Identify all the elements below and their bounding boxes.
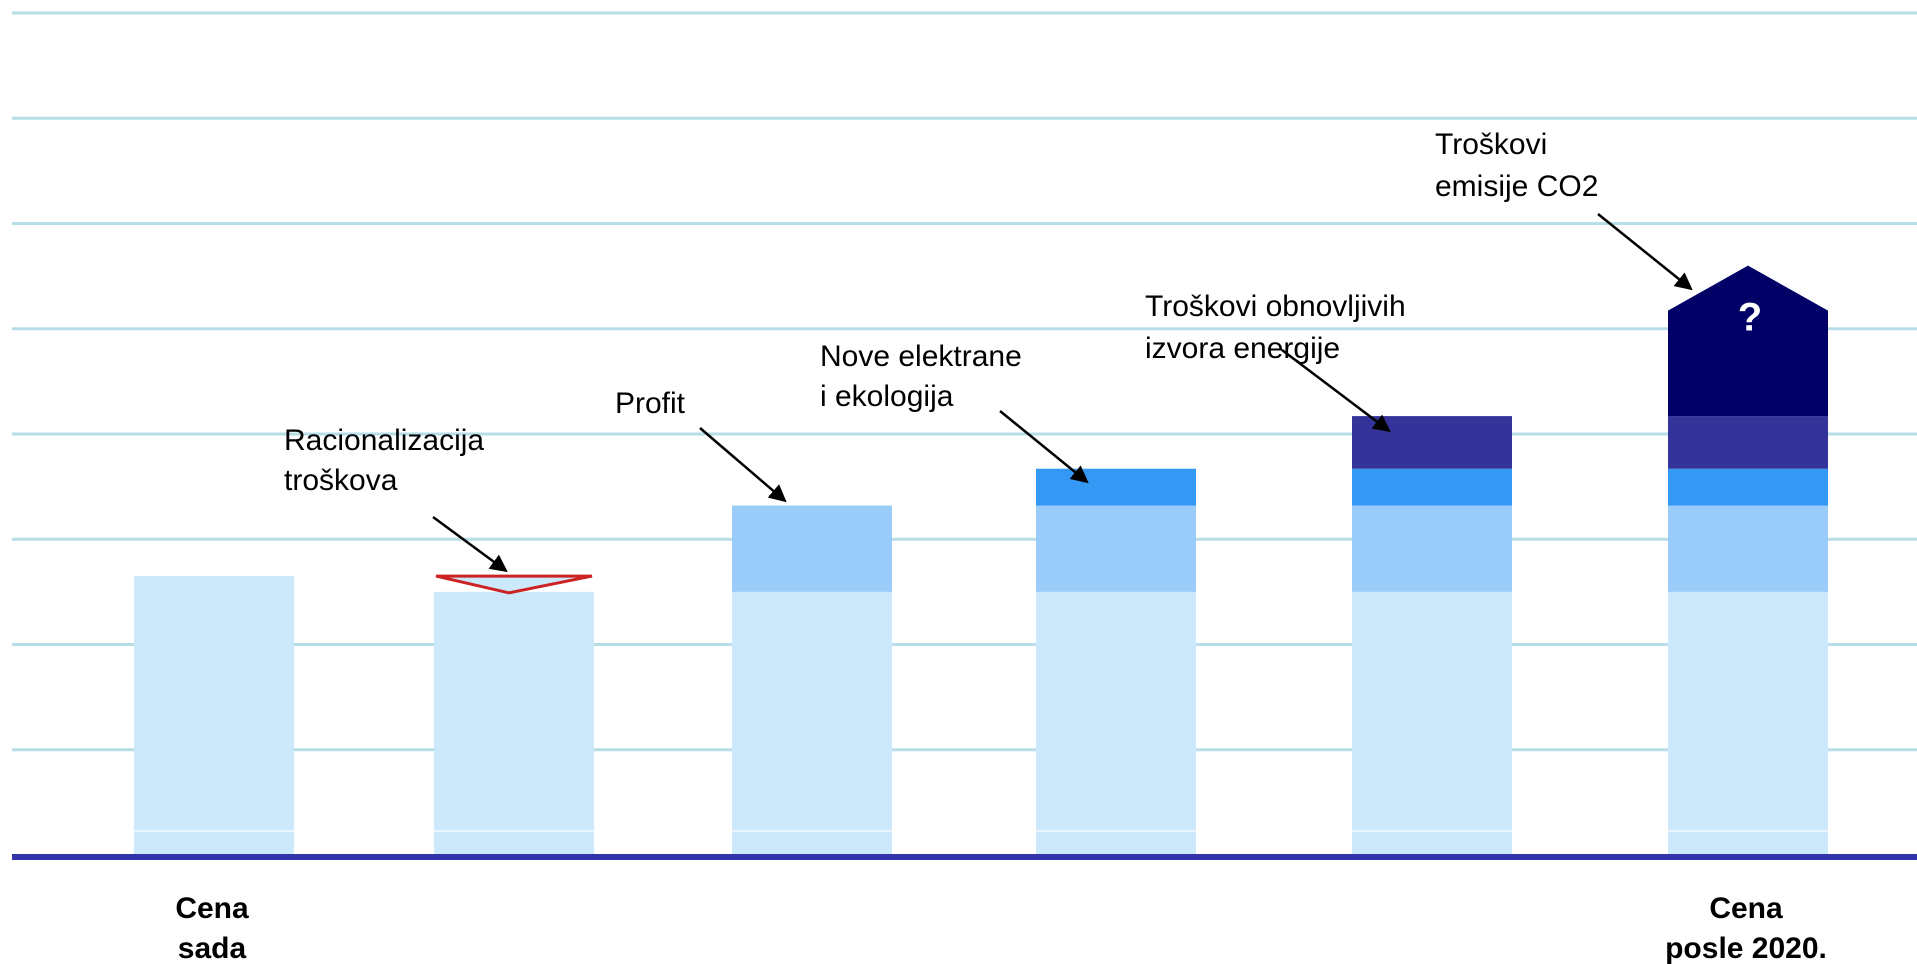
bar-segment-0-0 — [134, 576, 294, 855]
bar-segment-5-15 — [1668, 416, 1828, 469]
bar-segment-1-1 — [434, 591, 594, 855]
bar-segment-4-11 — [1352, 416, 1512, 469]
annotation-arrow-4 — [1281, 349, 1391, 433]
annotation-4-line-1: Troškovi obnovljivih — [1145, 290, 1406, 323]
category-label-5-line-2: posle 2020. — [1665, 932, 1827, 964]
bar-segment-3-5 — [1036, 591, 1196, 855]
category-label-0: Cena sada — [175, 892, 249, 964]
annotation-4-line-2: izvora energije — [1145, 332, 1340, 365]
annotations: Racionalizacija troškova Profit Nove elektr… — [284, 128, 1598, 497]
bar-segment-4-8 — [1352, 591, 1512, 855]
bar-segment-3-7 — [1036, 468, 1196, 506]
gridlines — [12, 11, 1917, 752]
annotation-2-line-1: Profit — [615, 387, 686, 420]
bar-segment-5-13 — [1668, 505, 1828, 592]
annotation-4: Troškovi obnovljivih izvora energije — [1145, 290, 1406, 365]
annotation-arrow-5 — [1597, 213, 1693, 291]
bar-segment-4-10 — [1352, 468, 1512, 506]
category-label-5-line-1: Cena — [1709, 892, 1783, 925]
annotation-arrow-3 — [999, 410, 1089, 484]
co2-arrow-segment — [1668, 265, 1828, 417]
category-labels: Cena sada Cena posle 2020. — [175, 892, 1827, 964]
annotation-1-line-1: Racionalizacija — [284, 424, 484, 457]
annotation-5-line-2: emisije CO2 — [1435, 170, 1598, 203]
category-label-0-line-2: sada — [178, 932, 247, 964]
annotation-arrow-2 — [699, 427, 787, 503]
bars: ? — [134, 265, 1828, 855]
bar-segment-2-3 — [732, 591, 892, 855]
annotation-2: Profit — [615, 387, 686, 420]
annotation-arrows — [432, 213, 1693, 573]
category-label-5: Cena posle 2020. — [1665, 892, 1827, 964]
bar-segment-3-6 — [1036, 505, 1196, 592]
annotation-5: Troškovi emisije CO2 — [1435, 128, 1598, 203]
category-label-0-line-1: Cena — [175, 892, 249, 925]
annotation-5-line-1: Troškovi — [1435, 128, 1547, 161]
annotation-arrow-1 — [432, 515, 508, 573]
bar-segment-5-12 — [1668, 591, 1828, 855]
annotation-3-line-2: i ekologija — [820, 380, 954, 413]
annotation-1: Racionalizacija troškova — [284, 424, 484, 497]
bar-segment-2-4 — [732, 505, 892, 592]
annotation-3: Nove elektrane i ekologija — [820, 340, 1022, 413]
bar-segment-4-9 — [1352, 505, 1512, 592]
annotation-1-line-2: troškova — [284, 464, 398, 497]
bar-segment-5-14 — [1668, 468, 1828, 506]
question-mark-label: ? — [1738, 296, 1762, 340]
annotation-3-line-1: Nove elektrane — [820, 340, 1022, 373]
reduction-marker — [435, 574, 593, 595]
